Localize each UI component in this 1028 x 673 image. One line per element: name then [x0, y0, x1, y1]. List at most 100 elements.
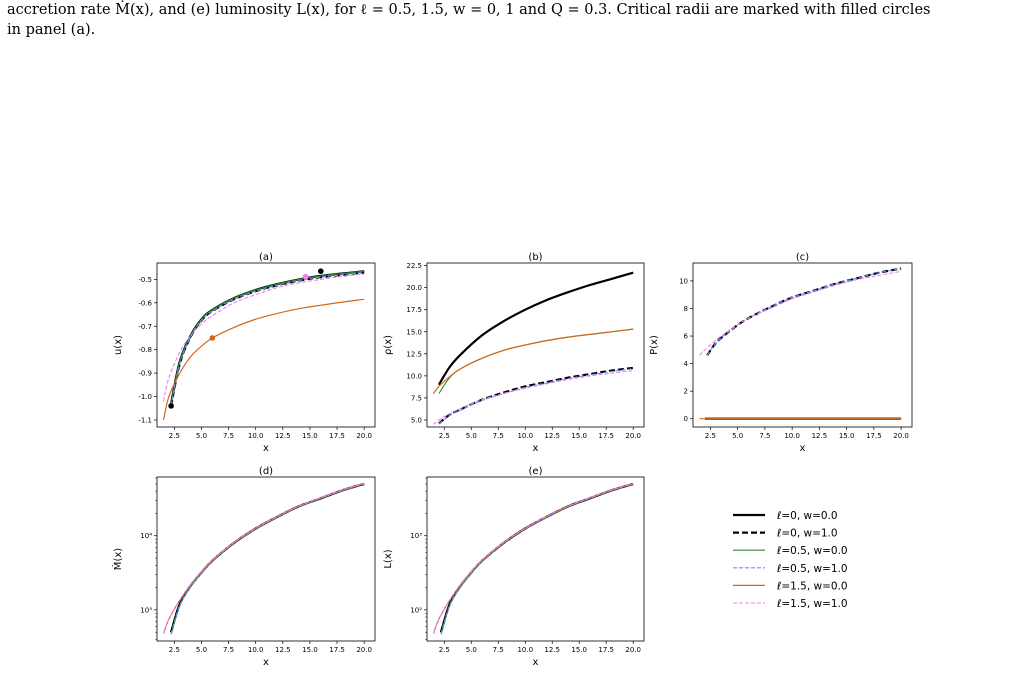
y-tick-label: 4: [684, 360, 689, 368]
panel-title: (a): [259, 252, 273, 263]
x-tick-label: 10.0: [248, 646, 264, 654]
critical-point-1: [317, 268, 324, 275]
series-line-2: [438, 328, 634, 394]
y-axis-label: u(x): [113, 335, 124, 355]
y-tick-label: 10²: [410, 606, 422, 614]
legend-entry-label: ℓ=1.5, w=0.0: [776, 580, 848, 592]
series-line-0: [437, 271, 634, 386]
x-tick-label: 5.0: [466, 432, 477, 440]
series-line-4: [433, 328, 634, 394]
x-tick-label: 17.5: [598, 432, 614, 440]
panel-3: 2.5 5.0 7.5 10.0 12.5 15.0 17.5 20.0 10⁴ 10³ (d) x Ṁ…: [111, 466, 376, 668]
series-line-1: [170, 482, 365, 633]
series-line-3: [170, 271, 365, 407]
axes-frame: [692, 262, 913, 428]
axes-frame: [426, 262, 645, 428]
x-tick-label: 17.5: [329, 646, 345, 654]
y-axis-label: ρ(x): [383, 335, 394, 355]
x-tick-label: 15.0: [302, 646, 318, 654]
x-axis-label: x: [533, 657, 539, 668]
series-line-1: [438, 366, 634, 425]
axes-frame: [156, 476, 376, 642]
axes-frame: [426, 476, 645, 642]
y-tick-label: 12.5: [406, 350, 422, 358]
y-tick-label: -0.8: [138, 346, 152, 354]
series-line-3: [170, 483, 365, 634]
x-tick-label: 7.5: [223, 432, 234, 440]
y-tick-label: 8: [684, 305, 688, 313]
x-tick-label: 5.0: [196, 646, 207, 654]
x-tick-label: 10.0: [517, 646, 533, 654]
series-line-0: [439, 482, 634, 633]
y-tick-label: -0.7: [138, 323, 152, 331]
y-tick-label: -0.9: [138, 370, 152, 378]
legend-entry-label: ℓ=1.5, w=1.0: [776, 598, 848, 610]
x-tick-label: 12.5: [275, 646, 291, 654]
y-axis-label: L(x): [383, 549, 394, 568]
y-axis-label: Ṁ(x): [111, 548, 124, 570]
x-tick-label: 7.5: [223, 646, 234, 654]
series-line-2: [440, 483, 634, 635]
y-tick-label: 6: [684, 333, 689, 341]
y-tick-label: 10: [679, 277, 688, 285]
x-tick-label: 15.0: [571, 646, 587, 654]
y-tick-label: -0.5: [138, 276, 152, 284]
series-line-5: [162, 273, 365, 402]
y-tick-label: 5.0: [411, 416, 422, 424]
y-tick-label: 10⁴: [140, 532, 152, 540]
panel-title: (c): [796, 252, 809, 263]
x-tick-label: 17.5: [866, 432, 882, 440]
critical-point-3: [209, 335, 216, 341]
legend: ℓ=0, w=0.0 ℓ=0, w=1.0 ℓ=0.5, w=0.0 ℓ=0.5, w…: [733, 510, 848, 610]
x-tick-label: 15.0: [839, 432, 855, 440]
series-line-5: [162, 483, 365, 634]
x-axis-label: x: [263, 443, 269, 454]
y-tick-label: -1.1: [138, 416, 152, 424]
x-tick-label: 2.5: [169, 432, 180, 440]
y-tick-label: 10³: [410, 532, 422, 540]
y-tick-label: 20.0: [406, 284, 422, 292]
y-tick-label: 10.0: [406, 372, 422, 380]
x-tick-label: 20.0: [893, 432, 909, 440]
x-axis-label: x: [263, 657, 269, 668]
figure-caption: accretion rate Ṁ(x), and (e) luminosity …: [7, 0, 1025, 40]
x-tick-label: 7.5: [759, 432, 770, 440]
caption-line-1: accretion rate Ṁ(x), and (e) luminosity …: [7, 2, 931, 18]
y-tick-label: 22.5: [406, 262, 422, 270]
series-line-1: [170, 271, 365, 407]
series-line-4: [432, 483, 634, 634]
legend-entry-label: ℓ=0.5, w=1.0: [776, 563, 848, 575]
series-line-4: [162, 483, 365, 634]
x-axis-label: x: [533, 443, 539, 454]
x-tick-label: 7.5: [493, 646, 504, 654]
critical-point-2: [302, 273, 309, 280]
series-line-5: [433, 370, 634, 425]
panel-4: 2.5 5.0 7.5 10.0 12.5 15.0 17.5 20.0 10³ 10² (e) x L…: [383, 466, 645, 668]
series-line-3: [438, 368, 634, 424]
legend-entry-label: ℓ=0, w=0.0: [776, 510, 838, 522]
x-tick-label: 5.0: [732, 432, 743, 440]
legend-entry-label: ℓ=0, w=1.0: [776, 528, 838, 540]
x-tick-label: 20.0: [356, 432, 372, 440]
series-line-2: [170, 483, 365, 635]
x-tick-label: 5.0: [466, 646, 477, 654]
x-tick-label: 17.5: [598, 646, 614, 654]
panel-title: (e): [529, 466, 543, 477]
panel-0: 2.5 5.0 7.5 10.0 12.5 15.0 17.5 20.0 -0.5 -0.6 -0.…: [113, 252, 376, 454]
y-tick-label: 7.5: [411, 394, 422, 402]
x-tick-label: 10.0: [517, 432, 533, 440]
panel-title: (d): [259, 466, 273, 477]
x-tick-label: 10.0: [784, 432, 800, 440]
axes-frame: [156, 262, 376, 428]
x-tick-label: 2.5: [169, 646, 180, 654]
x-tick-label: 12.5: [275, 432, 291, 440]
series-line-0: [170, 482, 365, 633]
x-tick-label: 12.5: [812, 432, 828, 440]
series-line-3: [440, 483, 634, 634]
y-tick-label: 15.0: [406, 328, 422, 336]
x-tick-label: 15.0: [571, 432, 587, 440]
y-axis-label: P(x): [649, 335, 660, 355]
series-line-5: [699, 270, 902, 356]
y-tick-label: -1.0: [138, 393, 152, 401]
